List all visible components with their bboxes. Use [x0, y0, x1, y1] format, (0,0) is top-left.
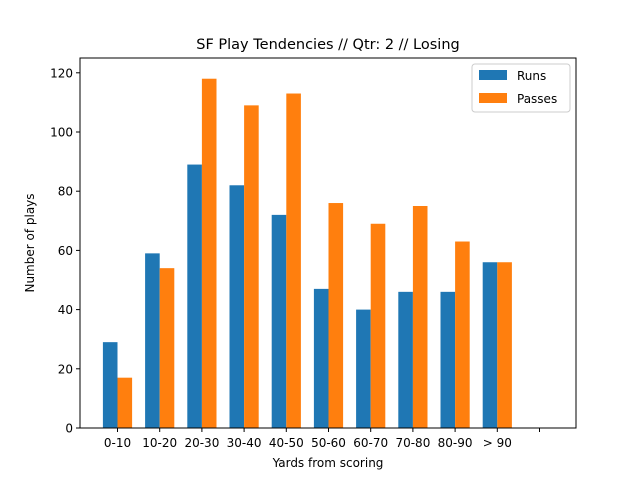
x-tick-label-7: 70-80 — [395, 436, 430, 450]
runs-bar-6 — [356, 309, 371, 428]
x-tick-label-3: 30-40 — [227, 436, 262, 450]
x-tick-label-2: 20-30 — [184, 436, 219, 450]
x-tick-label-6: 60-70 — [353, 436, 388, 450]
x-tick-label-9: > 90 — [483, 436, 512, 450]
x-axis-title: Yards from scoring — [272, 456, 384, 470]
runs-bar-4 — [271, 214, 287, 428]
passes-bar-8 — [455, 241, 470, 428]
x-tick-label-8: 80-90 — [438, 436, 473, 450]
legend-swatch-1 — [479, 93, 507, 103]
passes-bar-4 — [286, 93, 301, 429]
runs-bar-1 — [145, 253, 160, 428]
passes-bar-0 — [117, 377, 133, 428]
x-tick-label-5: 50-60 — [311, 436, 346, 450]
passes-bar-1 — [159, 268, 175, 428]
bars-group — [102, 78, 512, 429]
x-tick-label-0: 0-10 — [104, 436, 131, 450]
legend: Runs Passes — [471, 63, 571, 113]
chart-title: SF Play Tendencies // Qtr: 2 // Losing — [196, 37, 459, 53]
x-axis: 0-10 10-20 20-30 30-40 40-50 50-60 60-70 70-80 8… — [104, 428, 540, 450]
runs-bar-2 — [187, 164, 202, 428]
passes-bar-6 — [370, 223, 386, 428]
y-tick-label-4: 80 — [58, 185, 73, 199]
runs-bar-9 — [482, 262, 498, 428]
x-tick-label-4: 40-50 — [269, 436, 304, 450]
legend-label-1: Passes — [517, 92, 557, 106]
runs-bar-5 — [313, 288, 329, 428]
legend-swatch-0 — [479, 70, 507, 80]
legend-label-0: Runs — [517, 69, 546, 83]
passes-bar-3 — [244, 105, 259, 429]
x-tick-label-1: 10-20 — [142, 436, 177, 450]
runs-bar-8 — [440, 291, 456, 428]
runs-bar-3 — [229, 185, 245, 428]
y-tick-label-0: 0 — [65, 422, 73, 436]
y-axis-title: Number of plays — [23, 193, 37, 292]
y-tick-label-6: 120 — [50, 66, 73, 80]
y-tick-label-1: 20 — [58, 362, 73, 376]
y-tick-label-5: 100 — [50, 126, 73, 140]
passes-bar-9 — [497, 262, 512, 428]
passes-bar-5 — [328, 203, 344, 428]
y-tick-label-3: 60 — [58, 244, 73, 258]
runs-bar-7 — [398, 291, 413, 428]
passes-bar-7 — [412, 206, 428, 428]
runs-bar-0 — [102, 342, 118, 428]
y-axis: 0 20 40 60 80 100 120 — [50, 66, 80, 436]
passes-bar-2 — [201, 78, 217, 428]
y-tick-label-2: 40 — [58, 303, 73, 317]
